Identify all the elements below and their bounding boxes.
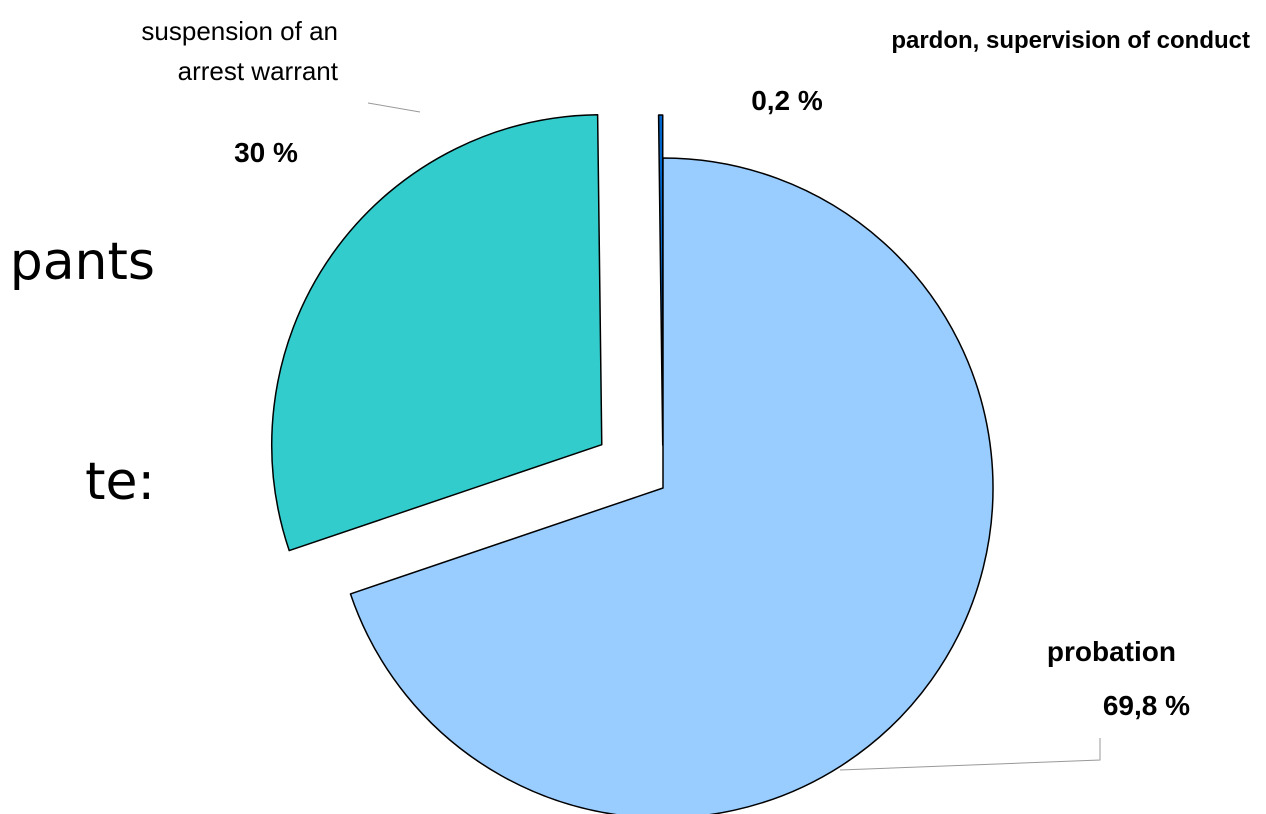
category-label-suspension-of-an-arrest-warrant: suspension of an	[141, 16, 338, 46]
category-label-pardon-supervision-of-conduct: pardon, supervision of conduct	[891, 27, 1250, 54]
pie-slices	[272, 115, 993, 814]
pie-slice-pardon-supervision-of-conduct	[659, 115, 663, 445]
category-label-suspension-of-an-arrest-warrant: arrest warrant	[178, 56, 339, 86]
value-label-probation: 69,8 %	[1103, 690, 1190, 721]
value-label-suspension-of-an-arrest-warrant: 30 %	[234, 137, 298, 168]
category-label-probation: probation	[1047, 636, 1176, 667]
value-label-pardon-supervision-of-conduct: 0,2 %	[751, 85, 823, 116]
pie-slice-suspension-of-an-arrest-warrant	[272, 115, 602, 551]
leader-line-suspension-of-an-arrest-warrant	[368, 103, 420, 112]
leader-line-probation	[840, 738, 1100, 770]
